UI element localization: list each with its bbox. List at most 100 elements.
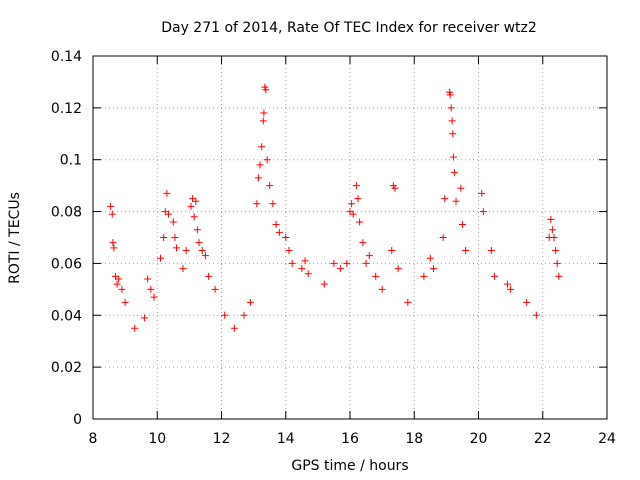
data-point	[304, 270, 312, 278]
data-point	[262, 86, 270, 94]
x-tick-label: 8	[89, 431, 98, 447]
data-point	[420, 272, 428, 280]
data-point	[487, 246, 495, 254]
y-tick-label: 0.08	[51, 205, 82, 221]
data-point	[107, 202, 115, 210]
x-tick-label: 12	[213, 431, 231, 447]
data-point	[394, 265, 402, 273]
y-tick-label: 0.02	[51, 360, 82, 376]
data-point	[348, 200, 356, 208]
data-point	[195, 239, 203, 247]
data-point	[532, 311, 540, 319]
data-point	[140, 314, 148, 322]
data-point	[193, 226, 201, 234]
data-point	[426, 254, 434, 262]
data-point	[391, 184, 399, 192]
data-point	[256, 161, 264, 169]
data-point	[448, 117, 456, 125]
data-point	[266, 182, 274, 190]
data-point	[458, 221, 466, 229]
data-point	[298, 265, 306, 273]
data-point	[131, 324, 139, 332]
data-point	[447, 104, 455, 112]
data-point	[478, 189, 486, 197]
data-point	[446, 91, 454, 99]
data-point	[301, 257, 309, 265]
data-point	[330, 259, 338, 267]
y-tick-label: 0.04	[51, 308, 82, 324]
x-tick-label: 16	[341, 431, 359, 447]
data-point	[547, 215, 555, 223]
data-point	[550, 234, 558, 241]
data-point	[404, 298, 412, 306]
data-point	[254, 174, 262, 182]
data-points	[107, 83, 563, 332]
data-point	[269, 200, 277, 208]
data-point	[108, 210, 116, 218]
data-point	[439, 234, 447, 241]
data-point	[365, 252, 373, 260]
data-point	[449, 153, 457, 161]
data-point	[378, 285, 386, 293]
data-point	[282, 234, 290, 241]
data-point	[169, 218, 177, 226]
data-point	[205, 272, 213, 280]
x-tick-label: 10	[148, 431, 166, 447]
data-point	[336, 265, 344, 273]
data-point	[285, 246, 293, 254]
data-point	[156, 254, 164, 262]
data-point	[246, 298, 254, 306]
data-point	[288, 259, 296, 267]
grid-lines	[93, 56, 607, 419]
y-axis-title: ROTI / TECUs	[7, 192, 23, 284]
y-tick-label: 0.06	[51, 256, 82, 272]
y-tick-label: 0	[73, 412, 82, 428]
data-point	[449, 130, 457, 138]
x-tick-label: 20	[470, 431, 488, 447]
chart-title: Day 271 of 2014, Rate Of TEC Index for r…	[161, 20, 537, 36]
data-point	[221, 311, 229, 319]
data-point	[198, 246, 206, 254]
data-point	[555, 272, 563, 280]
data-point	[354, 195, 362, 203]
data-point	[552, 246, 560, 254]
y-tick-labels: 0 0.02 0.04 0.06 0.08 0.1 0.12 0.14	[51, 49, 82, 428]
data-point	[275, 228, 283, 236]
data-point	[211, 285, 219, 293]
data-point	[259, 117, 267, 125]
data-point	[121, 298, 129, 306]
data-point	[182, 246, 190, 254]
data-point	[109, 239, 117, 247]
data-point	[260, 109, 268, 117]
data-point	[388, 246, 396, 254]
data-point	[503, 280, 511, 288]
data-point	[115, 275, 123, 283]
data-point	[491, 272, 499, 280]
data-point	[190, 213, 198, 221]
data-point	[450, 169, 458, 177]
data-point	[230, 324, 238, 332]
data-point	[548, 226, 556, 234]
data-point	[507, 285, 515, 293]
data-point	[144, 275, 152, 283]
data-point	[173, 244, 181, 252]
x-tick-label: 24	[598, 431, 616, 447]
data-point	[192, 197, 200, 205]
data-point	[359, 239, 367, 247]
data-point	[118, 285, 126, 293]
axis-ticks	[92, 55, 608, 420]
data-point	[240, 311, 248, 319]
data-point	[263, 156, 271, 164]
data-point	[201, 252, 209, 260]
y-tick-label: 0.14	[51, 49, 82, 65]
data-point	[163, 189, 171, 197]
data-point	[479, 208, 487, 216]
data-point	[452, 197, 460, 205]
data-point	[164, 210, 172, 218]
data-point	[171, 234, 179, 241]
y-tick-label: 0.12	[51, 101, 82, 117]
data-point	[553, 259, 561, 267]
data-point	[372, 272, 380, 280]
data-point	[462, 246, 470, 254]
y-tick-label: 0.1	[60, 153, 82, 169]
